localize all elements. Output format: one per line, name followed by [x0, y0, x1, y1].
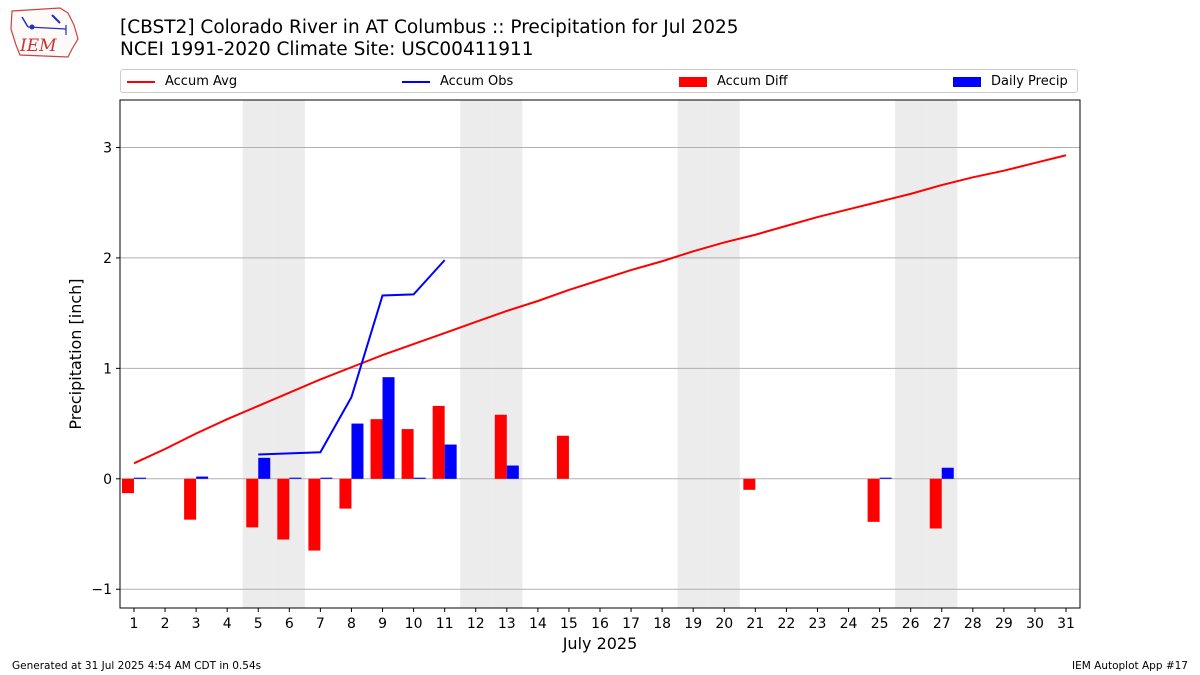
- weekend-band: [242, 100, 274, 608]
- accum-diff-bar: [494, 414, 507, 479]
- accum-diff-bar: [432, 405, 445, 479]
- weekend-band: [677, 100, 709, 608]
- y-tick-label: 2: [103, 251, 112, 267]
- x-tick-label: 5: [254, 616, 263, 632]
- x-tick-label: 3: [192, 616, 201, 632]
- x-tick-label: 4: [223, 616, 232, 632]
- x-tick-label: 27: [933, 616, 951, 632]
- x-tick-label: 29: [995, 616, 1013, 632]
- daily-precip-bar: [506, 465, 519, 479]
- x-axis-label: July 2025: [562, 634, 638, 653]
- weekend-band: [708, 100, 740, 608]
- accum-diff-bar: [277, 478, 290, 540]
- x-tick-label: 18: [653, 616, 671, 632]
- x-tick-label: 20: [715, 616, 733, 632]
- x-tick-label: 26: [902, 616, 920, 632]
- legend-item-daily-precip: Daily Precip: [953, 73, 1068, 91]
- y-tick-label: −1: [91, 582, 112, 598]
- x-tick-label: 16: [591, 616, 609, 632]
- x-tick-label: 23: [809, 616, 827, 632]
- x-tick-label: 13: [498, 616, 516, 632]
- x-tick-label: 24: [840, 616, 858, 632]
- y-axis-label: Precipitation [inch]: [66, 278, 85, 429]
- x-tick-label: 8: [347, 616, 356, 632]
- legend-swatch: [402, 80, 430, 83]
- chart-subtitle: NCEI 1991-2020 Climate Site: USC00411911: [120, 39, 534, 60]
- daily-precip-bar: [444, 444, 457, 479]
- legend-swatch: [953, 76, 981, 87]
- accum-diff-bar: [867, 478, 880, 522]
- chart-legend: Accum Avg Accum Obs Accum Diff Daily Pre…: [120, 69, 1078, 93]
- daily-precip-bar: [320, 477, 333, 479]
- x-tick-label: 7: [316, 616, 325, 632]
- y-tick-label: 1: [103, 361, 112, 377]
- accum-diff-bar: [556, 435, 569, 479]
- x-tick-label: 2: [161, 616, 170, 632]
- x-tick-label: 15: [560, 616, 578, 632]
- weekend-band: [895, 100, 927, 608]
- legend-swatch: [127, 80, 155, 83]
- x-tick-label: 25: [871, 616, 889, 632]
- x-tick-label: 6: [285, 616, 294, 632]
- logo-text: IEM: [19, 36, 57, 56]
- x-tick-label: 21: [746, 616, 764, 632]
- app-label: IEM Autoplot App #17: [1072, 660, 1188, 672]
- x-tick-label: 14: [529, 616, 547, 632]
- daily-precip-bar: [258, 457, 271, 479]
- generated-timestamp: Generated at 31 Jul 2025 4:54 AM CDT in …: [12, 660, 262, 672]
- weekend-band: [460, 100, 492, 608]
- accum-diff-bar: [339, 478, 352, 509]
- x-tick-label: 17: [622, 616, 640, 632]
- accum-diff-bar: [308, 478, 321, 551]
- accum-obs-line: [258, 259, 446, 456]
- legend-item-accum-diff: Accum Diff: [679, 73, 788, 91]
- accum-diff-bar: [121, 478, 134, 494]
- x-tick-label: 10: [405, 616, 423, 632]
- daily-precip-bar: [879, 477, 892, 479]
- legend-label: Accum Avg: [165, 74, 238, 89]
- weekend-band: [926, 100, 958, 608]
- x-tick-label: 11: [436, 616, 454, 632]
- accum-avg-line: [133, 154, 1067, 465]
- daily-precip-bar: [133, 477, 146, 479]
- x-tick-label: 22: [777, 616, 795, 632]
- accum-diff-bar: [929, 478, 942, 529]
- x-tick-label: 30: [1026, 616, 1044, 632]
- legend-item-accum-obs: Accum Obs: [402, 73, 513, 91]
- daily-precip-bar: [289, 477, 302, 479]
- daily-precip-bar: [351, 423, 364, 479]
- x-tick-label: 28: [964, 616, 982, 632]
- iem-logo: IEM: [8, 5, 82, 59]
- legend-item-accum-avg: Accum Avg: [127, 73, 237, 91]
- daily-precip-bar: [196, 476, 209, 479]
- daily-precip-bar: [382, 377, 395, 479]
- x-tick-label: 31: [1057, 616, 1075, 632]
- legend-label: Accum Diff: [717, 74, 788, 89]
- y-tick-label: 0: [103, 472, 112, 488]
- chart-title: [CBST2] Colorado River in AT Columbus ::…: [120, 17, 739, 38]
- legend-label: Daily Precip: [991, 74, 1068, 89]
- x-tick-label: 12: [467, 616, 485, 632]
- plot-frame: [119, 99, 1081, 609]
- x-tick-label: 19: [684, 616, 702, 632]
- weekend-band: [491, 100, 523, 608]
- accum-diff-bar: [743, 478, 756, 490]
- legend-swatch: [679, 76, 707, 87]
- daily-precip-bar: [413, 477, 426, 479]
- accum-diff-bar: [246, 478, 259, 528]
- daily-precip-bar: [941, 467, 954, 479]
- x-tick-label: 9: [378, 616, 387, 632]
- legend-label: Accum Obs: [440, 74, 514, 89]
- y-tick-label: 3: [103, 140, 112, 156]
- accum-diff-bar: [184, 478, 197, 520]
- accum-diff-bar: [401, 429, 414, 479]
- accum-diff-bar: [370, 419, 383, 479]
- x-tick-label: 1: [130, 616, 139, 632]
